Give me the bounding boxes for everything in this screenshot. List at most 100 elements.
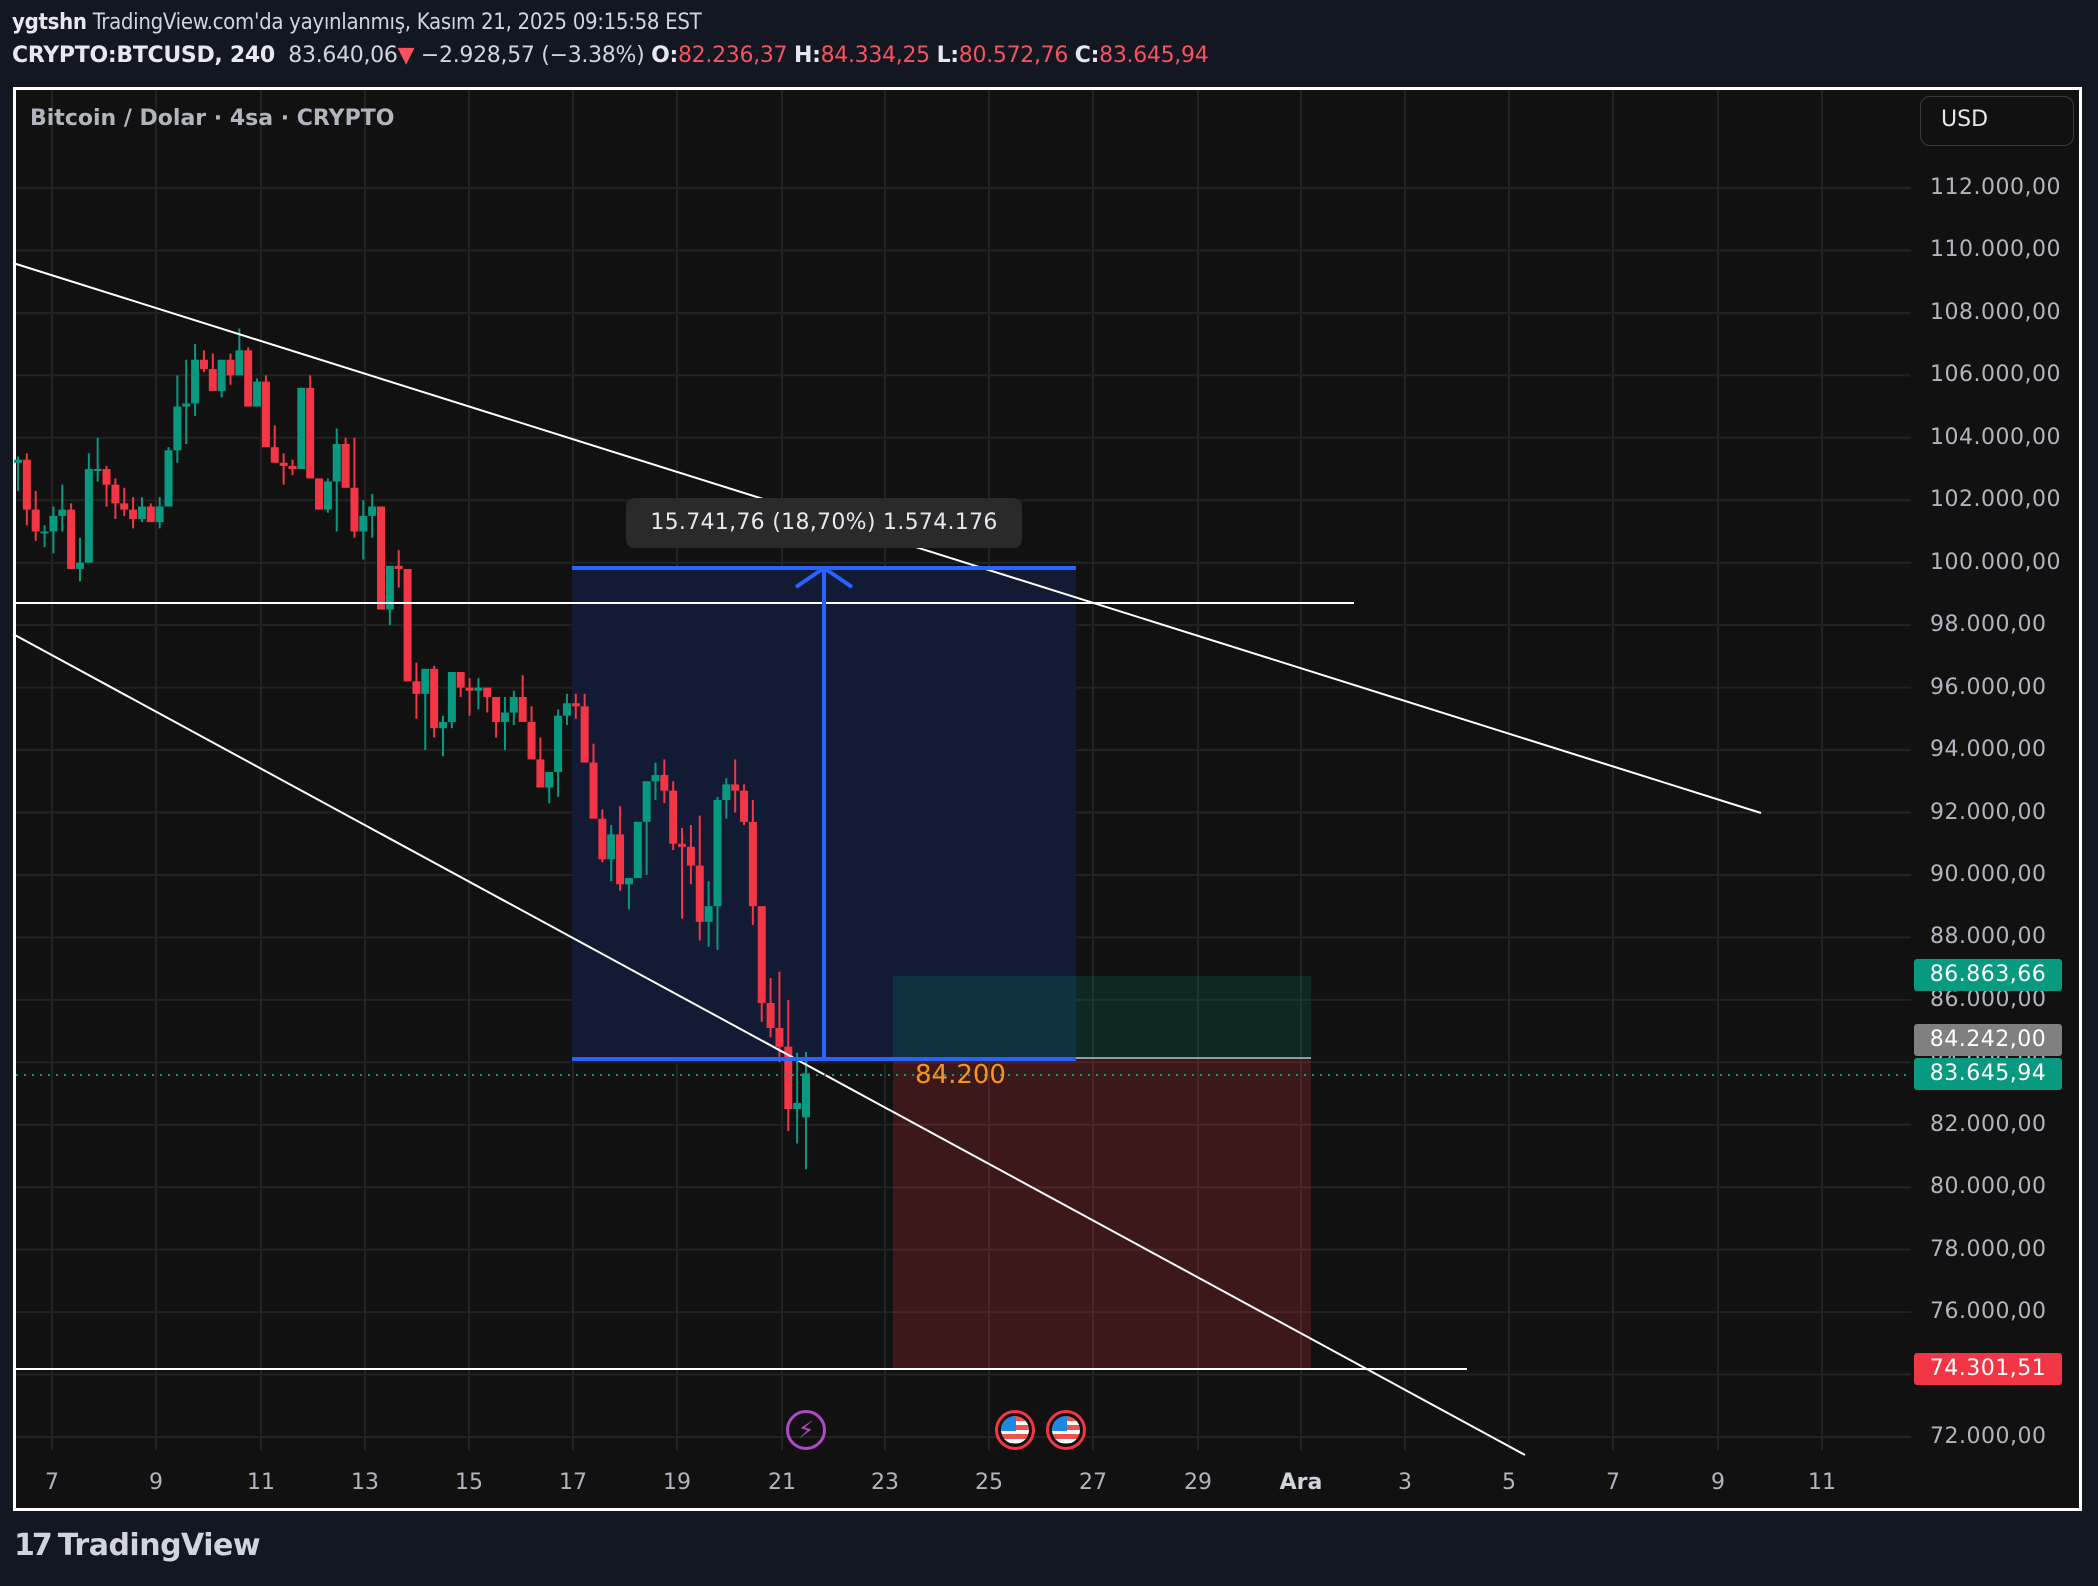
candle-up bbox=[802, 1073, 810, 1118]
candle-down bbox=[146, 506, 155, 523]
candle-up bbox=[40, 531, 49, 534]
high-label: H: bbox=[793, 43, 821, 68]
candle-up bbox=[713, 800, 722, 907]
lower-trendline bbox=[12, 633, 1526, 1456]
candle-down bbox=[394, 565, 403, 569]
candle-up bbox=[562, 703, 571, 716]
last-price: 83.640,06 bbox=[288, 43, 398, 68]
candle-down bbox=[598, 818, 607, 860]
candle-down bbox=[350, 487, 359, 532]
candle-down bbox=[740, 790, 749, 822]
time-axis-label: 17 bbox=[559, 1470, 587, 1495]
candle-up bbox=[182, 403, 191, 407]
candle-up bbox=[332, 444, 341, 482]
price-axis-label: 108.000,00 bbox=[1930, 299, 2061, 325]
price-axis-label: 106.000,00 bbox=[1930, 362, 2061, 388]
candle-down bbox=[430, 668, 439, 729]
price-axis-label: 76.000,00 bbox=[1930, 1299, 2047, 1325]
entry-price-label: 84.200 bbox=[915, 1060, 1006, 1090]
price-tag: 86.863,66 bbox=[1914, 959, 2062, 991]
publish-date: TradingView.com'da yayınlanmış, Kasım 21… bbox=[92, 10, 702, 35]
candle-up bbox=[58, 509, 67, 516]
time-axis-label: 11 bbox=[1808, 1470, 1836, 1495]
author-name: ygtshn bbox=[12, 10, 87, 35]
price-axis-label: 82.000,00 bbox=[1930, 1111, 2047, 1137]
price-axis-label: 72.000,00 bbox=[1930, 1424, 2047, 1449]
candle-up bbox=[191, 359, 200, 404]
candle-down bbox=[518, 696, 527, 722]
candle-up bbox=[359, 515, 368, 532]
time-axis-label: 7 bbox=[45, 1470, 59, 1495]
candle-down bbox=[199, 359, 208, 370]
candle-down bbox=[678, 843, 687, 847]
price-tag: 74.301,51 bbox=[1914, 1353, 2062, 1385]
price-axis-label: 112.000,00 bbox=[1930, 175, 2061, 200]
candle-down bbox=[403, 568, 412, 682]
candle-down bbox=[616, 834, 625, 885]
candle-down bbox=[67, 509, 76, 569]
candle-down bbox=[208, 369, 217, 391]
candle-down bbox=[589, 762, 598, 819]
candle-up bbox=[624, 878, 633, 885]
candle-up bbox=[500, 712, 509, 722]
lightning-event-icon[interactable]: ⚡ bbox=[786, 1410, 826, 1450]
candle-up bbox=[509, 696, 518, 713]
publish-info: ygtshn TradingView.com'da yayınlanmış, K… bbox=[12, 10, 702, 35]
time-axis-label: 5 bbox=[1502, 1470, 1516, 1495]
us-flag-event-icon[interactable] bbox=[995, 1410, 1035, 1450]
candle-down bbox=[315, 478, 324, 510]
price-axis-label: 78.000,00 bbox=[1930, 1236, 2047, 1262]
candle-up bbox=[84, 469, 93, 563]
candle-down bbox=[492, 696, 501, 722]
currency-button[interactable]: USD bbox=[1920, 96, 2074, 146]
us-flag-event-icon[interactable] bbox=[1046, 1410, 1086, 1450]
time-axis-label: 11 bbox=[247, 1470, 275, 1495]
measure-tooltip: 15.741,76 (18,70%) 1.574.176 bbox=[626, 498, 1022, 548]
candle-down bbox=[571, 703, 580, 707]
candle-down bbox=[412, 681, 421, 694]
candle-up bbox=[385, 565, 394, 610]
candle-up bbox=[75, 562, 84, 569]
candle-up bbox=[217, 359, 226, 391]
candle-up bbox=[235, 350, 244, 376]
candle-down bbox=[775, 1027, 784, 1047]
candle-down bbox=[22, 459, 31, 510]
arrow-up-icon bbox=[794, 565, 854, 589]
candle-up bbox=[722, 784, 731, 801]
candle-down bbox=[731, 784, 740, 791]
candle-down bbox=[306, 387, 315, 479]
time-axis-label: Ara bbox=[1279, 1470, 1323, 1495]
candle-up bbox=[421, 668, 430, 694]
open-label: O: bbox=[651, 43, 678, 68]
candle-up bbox=[297, 387, 306, 470]
candle-up bbox=[164, 450, 173, 507]
tradingview-logo[interactable]: 17 TradingView bbox=[14, 1528, 261, 1563]
price-axis-label: 88.000,00 bbox=[1930, 924, 2047, 950]
time-axis-label: 23 bbox=[871, 1470, 899, 1495]
time-axis-label: 19 bbox=[663, 1470, 691, 1495]
price-change: −2.928,57 (−3.38%) bbox=[420, 43, 645, 68]
candle-up bbox=[545, 771, 554, 788]
candle-up bbox=[49, 515, 58, 532]
candle-up bbox=[651, 775, 660, 782]
candle-down bbox=[695, 865, 704, 922]
candle-down bbox=[226, 359, 235, 376]
candle-down bbox=[129, 509, 138, 519]
price-axis-label: 90.000,00 bbox=[1930, 861, 2047, 887]
candle-down bbox=[536, 759, 545, 788]
price-axis-label: 102.000,00 bbox=[1930, 487, 2061, 513]
candle-up bbox=[14, 459, 22, 463]
candle-down bbox=[483, 687, 492, 697]
candle-up bbox=[173, 406, 182, 451]
time-axis-label: 9 bbox=[1711, 1470, 1725, 1495]
candle-down bbox=[686, 846, 695, 866]
candle-down bbox=[270, 447, 279, 463]
candle-down bbox=[784, 1046, 793, 1110]
time-axis-label: 29 bbox=[1184, 1470, 1212, 1495]
candle-up bbox=[137, 506, 146, 519]
candle-down bbox=[465, 687, 474, 691]
tradingview-logo-text: TradingView bbox=[57, 1528, 261, 1563]
candle-down bbox=[766, 1002, 775, 1028]
down-triangle-icon: ▼ bbox=[397, 43, 415, 68]
